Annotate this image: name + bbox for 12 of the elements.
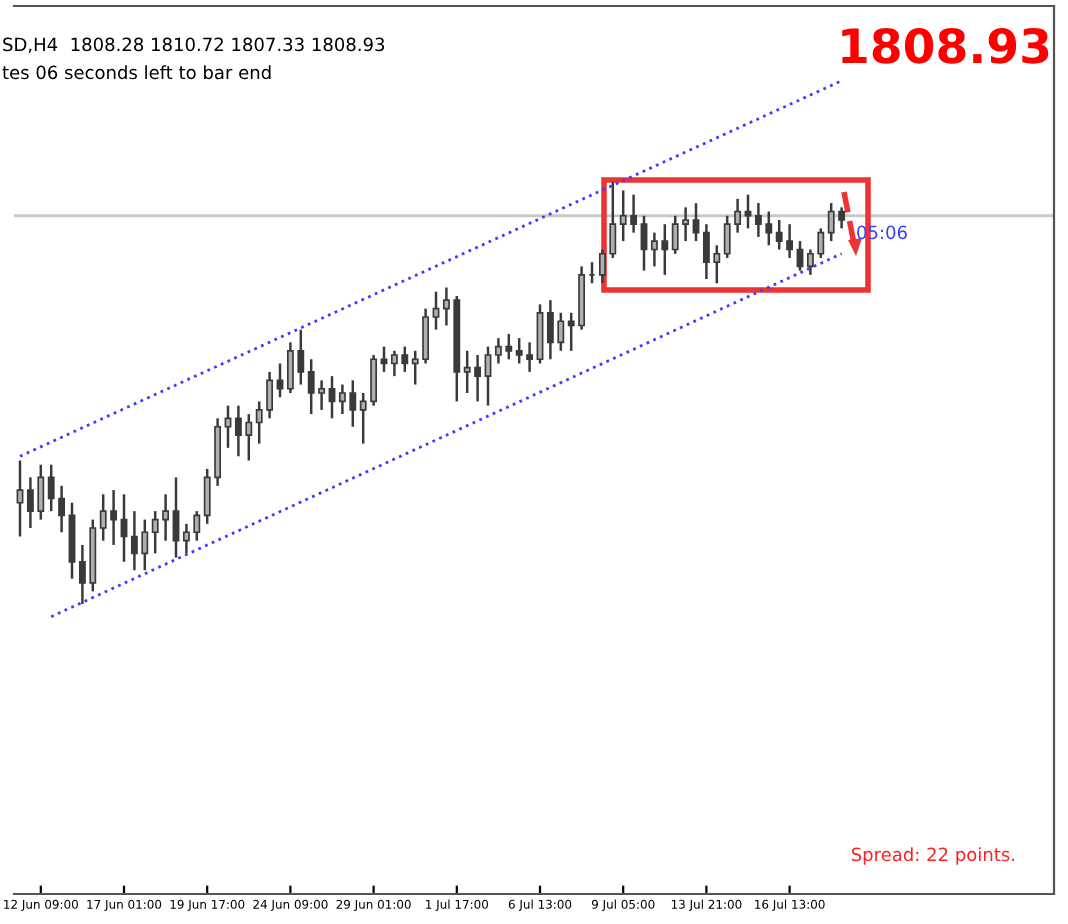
candlestick: [484, 345, 492, 407]
candlestick: [276, 362, 284, 399]
text: SD,H4 1808.28 1810.72 1807.33 1808.93: [3, 37, 385, 54]
text: 1808.93: [842, 27, 1049, 64]
candlestick: [172, 476, 180, 559]
text: Spread: 22 points.: [851, 847, 1015, 865]
candlestick: [16, 459, 24, 538]
text: tes 06 seconds left to bar end: [2, 65, 271, 80]
candlestick: [432, 290, 440, 331]
candlestick: [380, 345, 388, 374]
candlestick: [744, 193, 752, 230]
candlestick: [224, 404, 232, 450]
